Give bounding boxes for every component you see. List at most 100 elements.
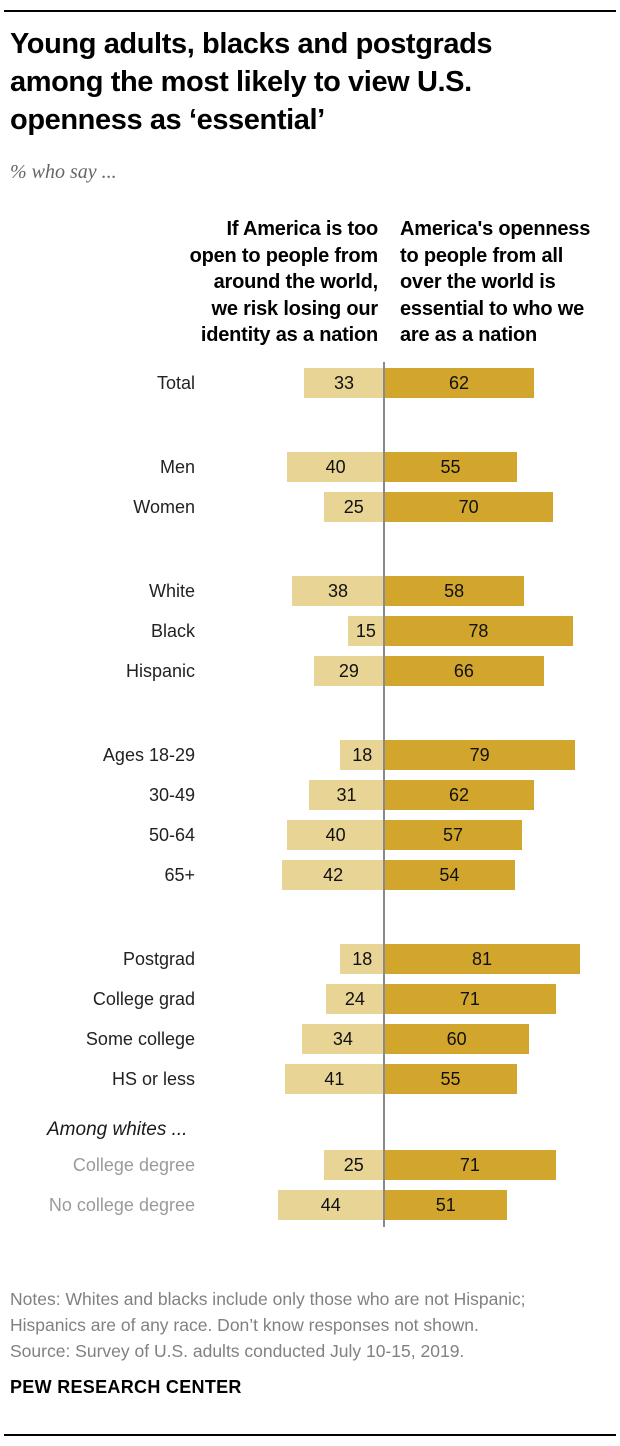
bar-pair: 24 71: [195, 984, 620, 1014]
bar-value: 78: [468, 620, 489, 641]
bar-pair: 29 66: [195, 656, 620, 686]
bar-value: 66: [453, 660, 474, 681]
bottom-rule: [4, 1434, 616, 1436]
bar-openness-essential: 78: [384, 616, 573, 646]
chart-row: Men 40 55: [0, 452, 620, 482]
bar-pair: 15 78: [195, 616, 620, 646]
chart-row: White 38 58: [0, 576, 620, 606]
chart-row: Some college 34 60: [0, 1024, 620, 1054]
chart-notes: Notes: Whites and blacks include only th…: [10, 1289, 526, 1361]
bar-value: 40: [325, 456, 346, 477]
bar-value: 18: [352, 948, 373, 969]
row-label: 30-49: [148, 785, 195, 805]
chart-row: HS or less 41 55: [0, 1064, 620, 1094]
row-label: Postgrad: [122, 949, 195, 969]
chart-row: 50-64 40 57: [0, 820, 620, 850]
row-label: Men: [159, 457, 195, 477]
bar-value: 79: [469, 744, 490, 765]
bar-openness-essential: 51: [384, 1190, 508, 1220]
bar-value: 42: [323, 864, 344, 885]
chart-row: Total 33 62: [0, 368, 620, 398]
bar-value: 15: [355, 620, 376, 641]
row-label: College grad: [92, 989, 195, 1009]
bar-value: 71: [459, 988, 480, 1009]
bar-openness-essential: 55: [384, 452, 518, 482]
bar-value: 58: [444, 580, 465, 601]
row-label: HS or less: [111, 1069, 195, 1089]
row-label: 65+: [164, 865, 195, 885]
row-label: Hispanic: [125, 661, 195, 681]
bar-openness-essential: 71: [384, 1150, 556, 1180]
bar-pair: 25 71: [195, 1150, 620, 1180]
row-label: White: [148, 581, 195, 601]
bar-pair: 18 81: [195, 944, 620, 974]
row-label: No college degree: [48, 1195, 195, 1215]
bar-openness-essential: 60: [384, 1024, 530, 1054]
chart-group: Total 33 62: [0, 368, 620, 398]
bar-identity-risk: 24: [325, 984, 384, 1014]
bar-pair: 33 62: [195, 368, 620, 398]
bar-value: 70: [458, 496, 479, 517]
section-label-among-whites: Among whites ...: [47, 1119, 188, 1140]
bar-value: 40: [325, 824, 346, 845]
bar-pair: 44 51: [195, 1190, 620, 1220]
row-label: Some college: [85, 1029, 195, 1049]
bar-openness-essential: 70: [384, 492, 554, 522]
bar-openness-essential: 54: [384, 860, 515, 890]
chart-row: 30-49 31 62: [0, 780, 620, 810]
chart-row: Women 25 70: [0, 492, 620, 522]
bar-openness-essential: 71: [384, 984, 556, 1014]
bar-identity-risk: 44: [277, 1190, 384, 1220]
bar-value: 71: [459, 1154, 480, 1175]
bar-openness-essential: 55: [384, 1064, 518, 1094]
bar-openness-essential: 58: [384, 576, 525, 606]
bar-identity-risk: 29: [313, 656, 384, 686]
bar-pair: 42 54: [195, 860, 620, 890]
bar-value: 34: [332, 1028, 353, 1049]
bar-openness-essential: 66: [384, 656, 544, 686]
row-label: 50-64: [148, 825, 195, 845]
bar-identity-risk: 40: [287, 820, 384, 850]
chart-row: No college degree 44 51: [0, 1190, 620, 1220]
bar-value: 55: [440, 456, 461, 477]
bar-identity-risk: 33: [304, 368, 384, 398]
bar-pair: 18 79: [195, 740, 620, 770]
chart-row: Black 15 78: [0, 616, 620, 646]
bar-value: 44: [320, 1194, 341, 1215]
chart-rows: Total 33 62 Men 40 55 Women 25 70 White 38 58 Black 1…: [0, 368, 620, 1220]
bar-pair: 34 60: [195, 1024, 620, 1054]
bar-pair: 40 57: [195, 820, 620, 850]
bar-value: 25: [343, 496, 364, 517]
row-label: Total: [156, 373, 195, 393]
bar-openness-essential: 79: [384, 740, 576, 770]
chart-row: College grad 24 71: [0, 984, 620, 1014]
chart-subtitle: % who say ...: [10, 161, 117, 183]
bar-identity-risk: 31: [308, 780, 384, 810]
bar-value: 33: [334, 372, 355, 393]
bar-pair: 41 55: [195, 1064, 620, 1094]
bar-value: 51: [435, 1194, 456, 1215]
bar-openness-essential: 81: [384, 944, 581, 974]
bar-identity-risk: 25: [323, 1150, 384, 1180]
column-header-identity-risk: If America is too open to people from ar…: [189, 218, 379, 346]
bar-openness-essential: 57: [384, 820, 522, 850]
bar-identity-risk: 42: [282, 860, 384, 890]
bar-value: 62: [449, 784, 470, 805]
chart-row: Postgrad 18 81: [0, 944, 620, 974]
page-title: Young adults, blacks and postgrads among…: [10, 28, 493, 136]
bar-value: 18: [352, 744, 373, 765]
row-label: Ages 18-29: [102, 745, 195, 765]
bar-identity-risk: 38: [292, 576, 384, 606]
bar-openness-essential: 62: [384, 780, 535, 810]
bar-pair: 40 55: [195, 452, 620, 482]
bar-pair: 25 70: [195, 492, 620, 522]
bar-value: 55: [440, 1068, 461, 1089]
brand-pew-research-center: PEW RESEARCH CENTER: [10, 1377, 242, 1397]
bar-value: 54: [439, 864, 460, 885]
top-rule: [4, 10, 616, 12]
bar-value: 29: [338, 660, 359, 681]
bar-identity-risk: 41: [284, 1064, 384, 1094]
bar-value: 81: [471, 948, 493, 969]
bar-identity-risk: 18: [340, 740, 384, 770]
